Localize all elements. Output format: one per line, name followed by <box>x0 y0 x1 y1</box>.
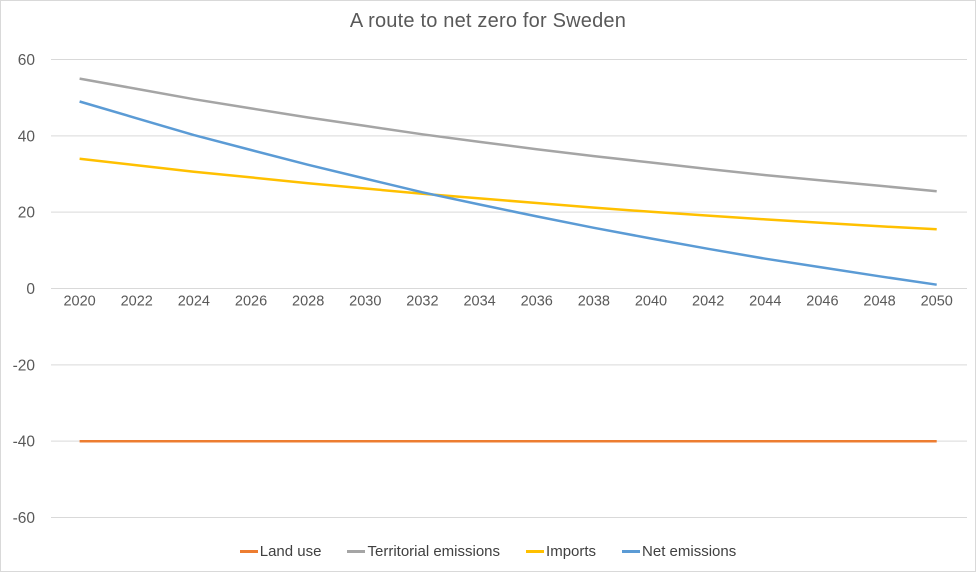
legend-swatch-land-use <box>239 550 258 553</box>
x-tick-label: 2022 <box>121 294 153 310</box>
legend-swatch-imports <box>526 550 545 553</box>
legend-label: Territorial emissions <box>367 543 501 560</box>
chart-title: A route to net zero for Sweden <box>349 10 627 32</box>
x-tick-label: 2020 <box>63 294 95 310</box>
y-tick-label: -20 <box>13 357 36 374</box>
legend-item-net-emissions: Net emissions <box>622 543 736 560</box>
x-tick-label: 2042 <box>692 294 724 310</box>
legend-label: Land use <box>259 543 322 560</box>
x-tick-label: 2034 <box>463 294 495 310</box>
x-tick-label: 2024 <box>178 294 210 310</box>
y-tick-label: -40 <box>13 434 36 451</box>
x-tick-label: 2038 <box>578 294 610 310</box>
legend: Land use Territorial emissions Imports Net … <box>1 543 975 560</box>
series-line-net-emissions <box>79 100 937 286</box>
legend-item-land-use: Land use <box>239 543 322 560</box>
legend-swatch-net-emissions <box>622 550 641 553</box>
x-tick-label: 2036 <box>521 294 553 310</box>
x-tick-label: 2030 <box>349 294 381 310</box>
y-tick-label: 60 <box>18 52 36 69</box>
y-tick-label: 40 <box>18 128 36 145</box>
x-tick-label: 2050 <box>921 294 953 310</box>
x-tick-label: 2044 <box>749 294 781 310</box>
x-tick-label: 2048 <box>863 294 895 310</box>
series-line-territorial-emissions <box>79 77 937 193</box>
x-tick-label: 2026 <box>235 294 267 310</box>
legend-item-territorial-emissions: Territorial emissions <box>347 543 500 560</box>
legend-label: Net emissions <box>642 543 737 560</box>
y-tick-label: 20 <box>18 205 36 222</box>
x-tick-label: 2040 <box>635 294 667 310</box>
y-tick-label: -60 <box>13 510 36 527</box>
x-tick-label: 2028 <box>292 294 324 310</box>
legend-swatch-territorial-emissions <box>347 550 366 553</box>
legend-label: Imports <box>546 543 597 560</box>
x-tick-label: 2032 <box>406 294 438 310</box>
y-tick-label: 0 <box>26 281 35 298</box>
legend-item-imports: Imports <box>526 543 596 560</box>
x-tick-label: 2046 <box>806 294 838 310</box>
series-line-imports <box>79 157 937 231</box>
